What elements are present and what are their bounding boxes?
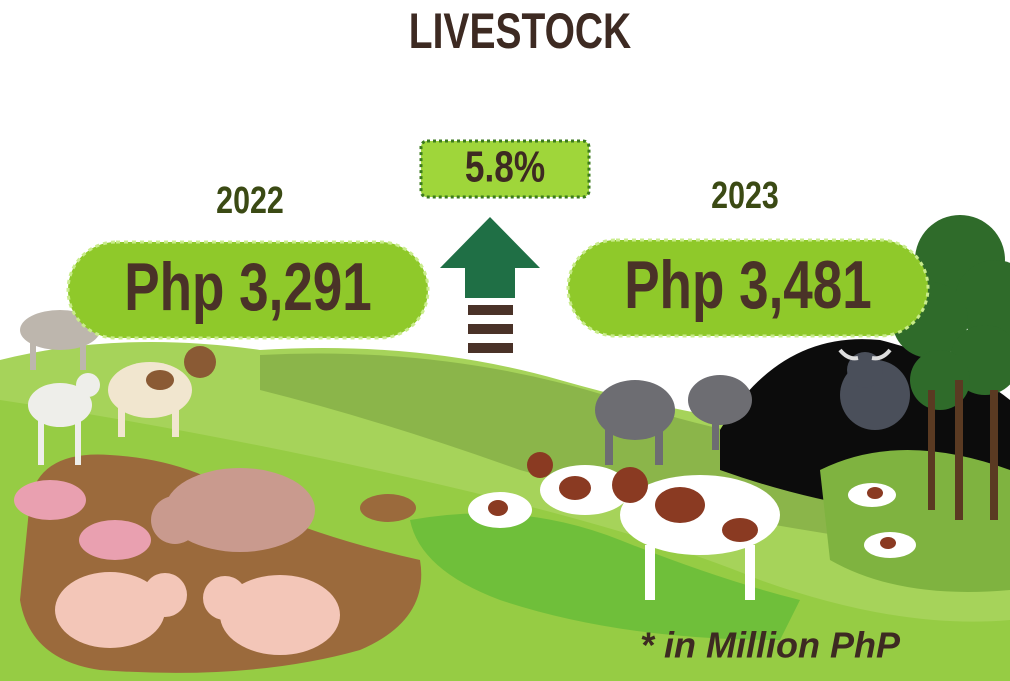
landscape: [0, 0, 1010, 681]
year-label: 2022: [216, 180, 284, 222]
value-label: Php 3,291: [124, 249, 372, 325]
page: LIVESTOCK 5.8% 2022 Php 3,291 2023 Php 3…: [0, 0, 1010, 681]
arrow-bar: [468, 324, 513, 334]
arrow-bar: [468, 305, 513, 315]
infographic: LIVESTOCK 5.8% 2022 Php 3,291 2023 Php 3…: [0, 0, 1010, 681]
arrow-bar: [468, 343, 513, 353]
year-label: 2023: [711, 175, 779, 217]
mud-puddle: [360, 494, 416, 522]
unit-note: * in Million PhP: [640, 625, 901, 666]
title: LIVESTOCK: [409, 2, 631, 59]
value-label: Php 3,481: [624, 247, 872, 323]
change-label: 5.8%: [465, 143, 545, 192]
